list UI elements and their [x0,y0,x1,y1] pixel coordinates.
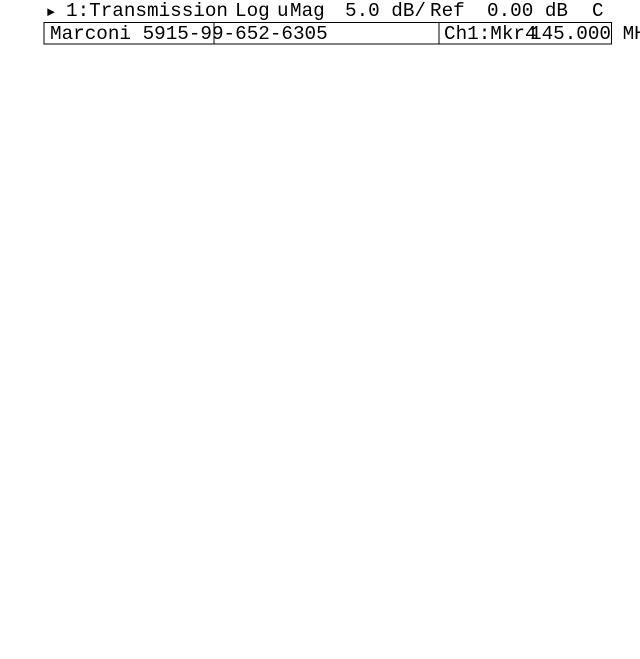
svg-text:5.0 dB/: 5.0 dB/ [345,0,426,22]
svg-text:145.000 MHz: 145.000 MHz [530,23,640,45]
svg-text:Mag: Mag [290,0,325,22]
svg-text:►: ► [47,5,55,20]
svg-text:Marconi 5915-99-652-6305: Marconi 5915-99-652-6305 [50,23,328,45]
svg-text:Log: Log [235,0,270,22]
svg-text:C: C [592,0,604,22]
svg-text:Ref: Ref [430,0,465,22]
svg-text:0.00 dB: 0.00 dB [487,0,568,22]
svg-text:Ch1:Mkr4: Ch1:Mkr4 [444,23,537,45]
svg-text:u: u [277,0,289,22]
svg-text:1:Transmission: 1:Transmission [66,0,228,22]
